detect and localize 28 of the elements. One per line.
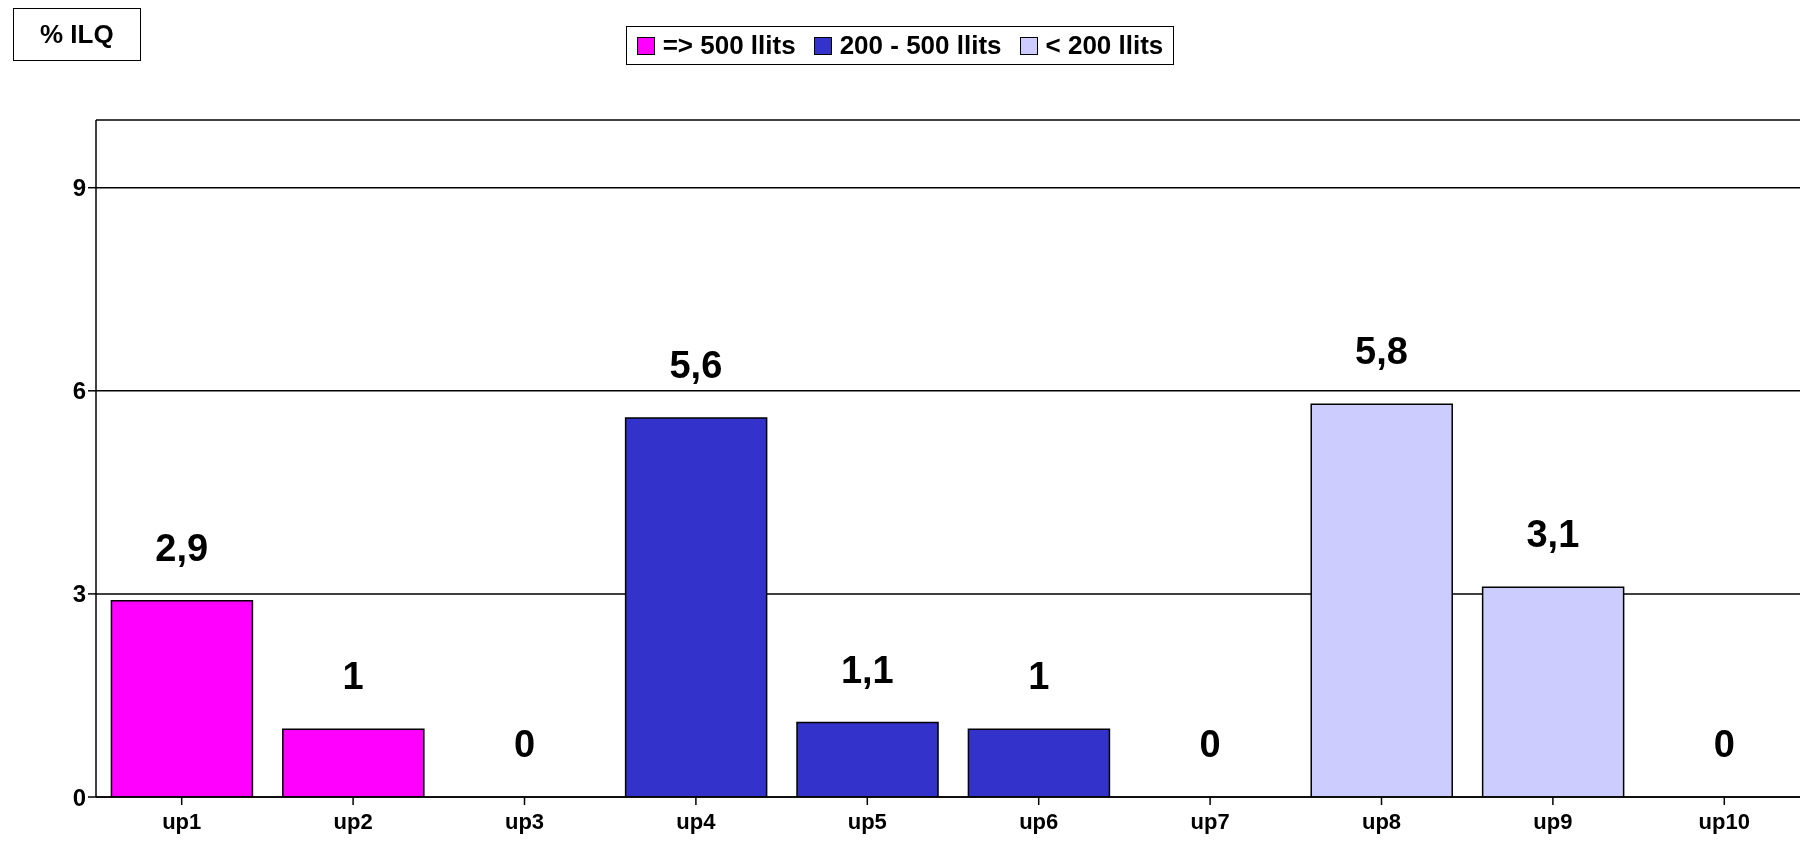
y-tick-label: 0 — [72, 783, 86, 811]
legend-label: => 500 llits — [661, 30, 796, 61]
y-tick-label: 9 — [72, 174, 86, 202]
y-tick-label: 6 — [72, 377, 86, 405]
x-tick-label: up1 — [162, 808, 202, 834]
x-tick-label: up9 — [1533, 808, 1573, 834]
x-tick-label: up5 — [847, 808, 887, 834]
data-label: 0 — [513, 723, 536, 765]
data-label: 3,1 — [1526, 513, 1580, 556]
x-tick-label: up6 — [1019, 808, 1059, 834]
y-tick-label: 3 — [72, 580, 86, 608]
y-axis-title: % ILQ — [13, 8, 141, 61]
data-label: 1 — [342, 655, 364, 698]
data-label: 0 — [1199, 723, 1221, 765]
data-label: 1,1 — [840, 648, 894, 691]
x-tick-label: up4 — [676, 808, 717, 834]
data-label: 0 — [1713, 723, 1735, 765]
legend-label: < 200 llits — [1044, 30, 1164, 61]
x-tick-label: up3 — [504, 808, 545, 834]
data-label: 5,6 — [669, 343, 723, 386]
data-label: 2,9 — [155, 526, 209, 569]
x-tick-label: up10 — [1698, 808, 1750, 834]
data-label: 5,8 — [1355, 330, 1408, 373]
x-tick-label: up7 — [1190, 808, 1230, 834]
x-tick-label: up8 — [1361, 808, 1402, 834]
x-tick-label: up2 — [333, 808, 373, 834]
data-label: 1 — [1028, 655, 1050, 698]
legend-label: 200 - 500 llits — [838, 30, 1002, 61]
